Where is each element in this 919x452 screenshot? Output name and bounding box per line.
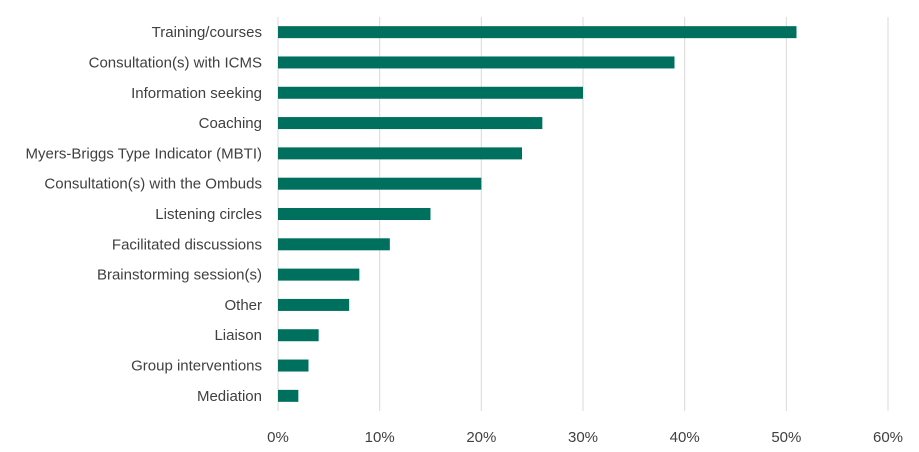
bar bbox=[278, 147, 522, 160]
category-label: Coaching bbox=[199, 115, 262, 132]
category-label: Consultation(s) with ICMS bbox=[89, 54, 262, 71]
category-label: Training/courses bbox=[152, 24, 262, 41]
bar bbox=[278, 117, 543, 130]
category-label: Information seeking bbox=[131, 85, 262, 102]
bar bbox=[278, 26, 797, 39]
x-tick-label: 30% bbox=[568, 429, 598, 446]
category-labels: Training/courses Consultation(s) with ICM… bbox=[26, 24, 262, 405]
category-label: Brainstorming session(s) bbox=[97, 267, 262, 284]
category-label: Other bbox=[224, 297, 262, 314]
bar bbox=[278, 359, 309, 372]
bar bbox=[278, 329, 319, 342]
bar bbox=[278, 268, 360, 281]
bar bbox=[278, 298, 350, 311]
x-tick-label: 10% bbox=[365, 429, 395, 446]
bars bbox=[278, 26, 797, 402]
x-tick-label: 0% bbox=[267, 429, 289, 446]
category-label: Group interventions bbox=[131, 358, 262, 375]
bar bbox=[278, 208, 431, 220]
bar bbox=[278, 238, 390, 251]
x-axis-tick-labels: 0% 10% 20% 30% 40% 50% 60% bbox=[267, 429, 903, 446]
category-label: Liaison bbox=[214, 327, 262, 344]
bar bbox=[278, 86, 583, 99]
gridlines bbox=[277, 17, 889, 411]
x-tick-label: 50% bbox=[771, 429, 801, 446]
category-label: Myers-Briggs Type Indicator (MBTI) bbox=[26, 145, 262, 162]
x-tick-label: 60% bbox=[873, 429, 903, 446]
x-tick-label: 20% bbox=[466, 429, 496, 446]
x-tick-label: 40% bbox=[670, 429, 700, 446]
category-label: Listening circles bbox=[155, 206, 262, 223]
bar bbox=[278, 389, 299, 402]
bar bbox=[278, 56, 675, 69]
category-label: Facilitated discussions bbox=[112, 236, 262, 253]
category-label: Consultation(s) with the Ombuds bbox=[44, 176, 262, 193]
bar bbox=[278, 177, 482, 190]
category-label: Mediation bbox=[197, 388, 262, 405]
